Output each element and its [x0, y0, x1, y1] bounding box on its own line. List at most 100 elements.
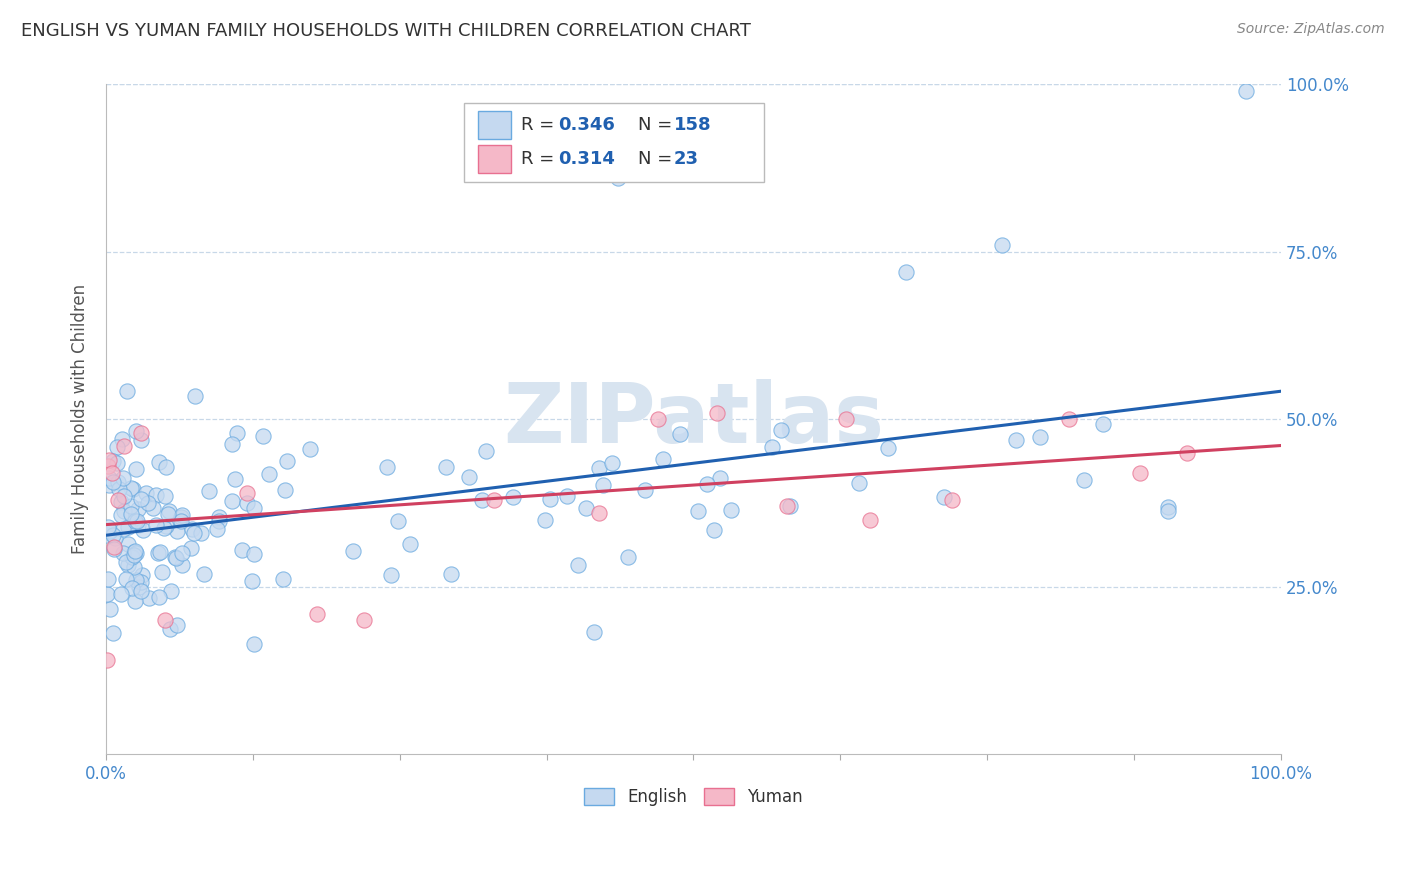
- Point: [647, 412, 669, 426]
- Point: [193, 567, 215, 582]
- Point: [98, 477, 121, 491]
- Point: [375, 460, 398, 475]
- Text: R =: R =: [520, 116, 560, 134]
- Point: [434, 460, 457, 475]
- Point: [112, 439, 135, 453]
- Point: [98, 471, 121, 485]
- Point: [703, 523, 725, 537]
- Legend: English, Yuman: English, Yuman: [578, 781, 810, 813]
- Point: [440, 567, 463, 582]
- Point: [155, 519, 177, 533]
- Point: [129, 584, 152, 599]
- Point: [117, 537, 139, 551]
- Point: [534, 513, 557, 527]
- Point: [276, 454, 298, 468]
- Point: [181, 522, 204, 536]
- Point: [127, 518, 149, 533]
- Point: [153, 521, 176, 535]
- Point: [600, 456, 623, 470]
- Point: [257, 467, 280, 481]
- Point: [606, 171, 628, 186]
- Point: [120, 481, 142, 495]
- Point: [457, 470, 479, 484]
- Point: [617, 549, 640, 564]
- Point: [125, 462, 148, 476]
- Point: [155, 490, 177, 504]
- Point: [112, 504, 135, 518]
- Point: [471, 492, 494, 507]
- Point: [160, 584, 183, 599]
- Point: [122, 545, 145, 559]
- Text: N =: N =: [638, 151, 678, 169]
- Point: [97, 459, 120, 474]
- Point: [145, 517, 167, 532]
- Point: [101, 528, 124, 542]
- Point: [555, 489, 578, 503]
- Point: [583, 625, 606, 640]
- Point: [96, 587, 118, 601]
- Point: [114, 555, 136, 569]
- Point: [1157, 500, 1180, 514]
- Point: [124, 594, 146, 608]
- Point: [170, 514, 193, 528]
- Point: [226, 425, 249, 440]
- Text: 23: 23: [673, 151, 699, 169]
- Point: [101, 626, 124, 640]
- Point: [142, 500, 165, 515]
- Point: [96, 653, 118, 667]
- Point: [1029, 430, 1052, 444]
- Text: Source: ZipAtlas.com: Source: ZipAtlas.com: [1237, 22, 1385, 37]
- Y-axis label: Family Households with Children: Family Households with Children: [72, 285, 89, 555]
- Text: N =: N =: [638, 116, 678, 134]
- Point: [129, 575, 152, 590]
- Point: [149, 545, 172, 559]
- Point: [121, 581, 143, 595]
- Point: [380, 568, 402, 582]
- Point: [111, 471, 134, 485]
- Point: [307, 607, 329, 621]
- FancyBboxPatch shape: [478, 145, 512, 173]
- Text: 0.314: 0.314: [558, 151, 616, 169]
- Point: [115, 572, 138, 586]
- Point: [243, 547, 266, 561]
- Point: [97, 520, 120, 534]
- Point: [183, 389, 205, 403]
- Point: [138, 591, 160, 605]
- Point: [98, 452, 121, 467]
- Point: [387, 514, 409, 528]
- Point: [117, 384, 139, 398]
- Point: [720, 503, 742, 517]
- Point: [475, 443, 498, 458]
- Point: [634, 483, 657, 497]
- Point: [110, 587, 132, 601]
- Point: [190, 526, 212, 541]
- Point: [166, 617, 188, 632]
- Point: [110, 495, 132, 509]
- Point: [567, 558, 589, 572]
- Point: [1005, 433, 1028, 447]
- Point: [236, 496, 259, 510]
- Point: [271, 573, 294, 587]
- Point: [588, 506, 610, 520]
- Point: [157, 507, 180, 521]
- Point: [770, 423, 793, 437]
- Point: [103, 541, 125, 556]
- Text: 158: 158: [673, 116, 711, 134]
- Point: [107, 492, 129, 507]
- FancyBboxPatch shape: [464, 103, 763, 182]
- Point: [97, 572, 120, 586]
- Point: [122, 548, 145, 562]
- Point: [651, 452, 673, 467]
- Point: [761, 440, 783, 454]
- Point: [100, 524, 122, 538]
- Point: [145, 487, 167, 501]
- Point: [124, 543, 146, 558]
- Point: [207, 522, 229, 536]
- Point: [120, 507, 142, 521]
- Point: [848, 475, 870, 490]
- Point: [117, 520, 139, 534]
- Point: [709, 471, 731, 485]
- Point: [1157, 503, 1180, 517]
- Point: [121, 549, 143, 564]
- Point: [112, 489, 135, 503]
